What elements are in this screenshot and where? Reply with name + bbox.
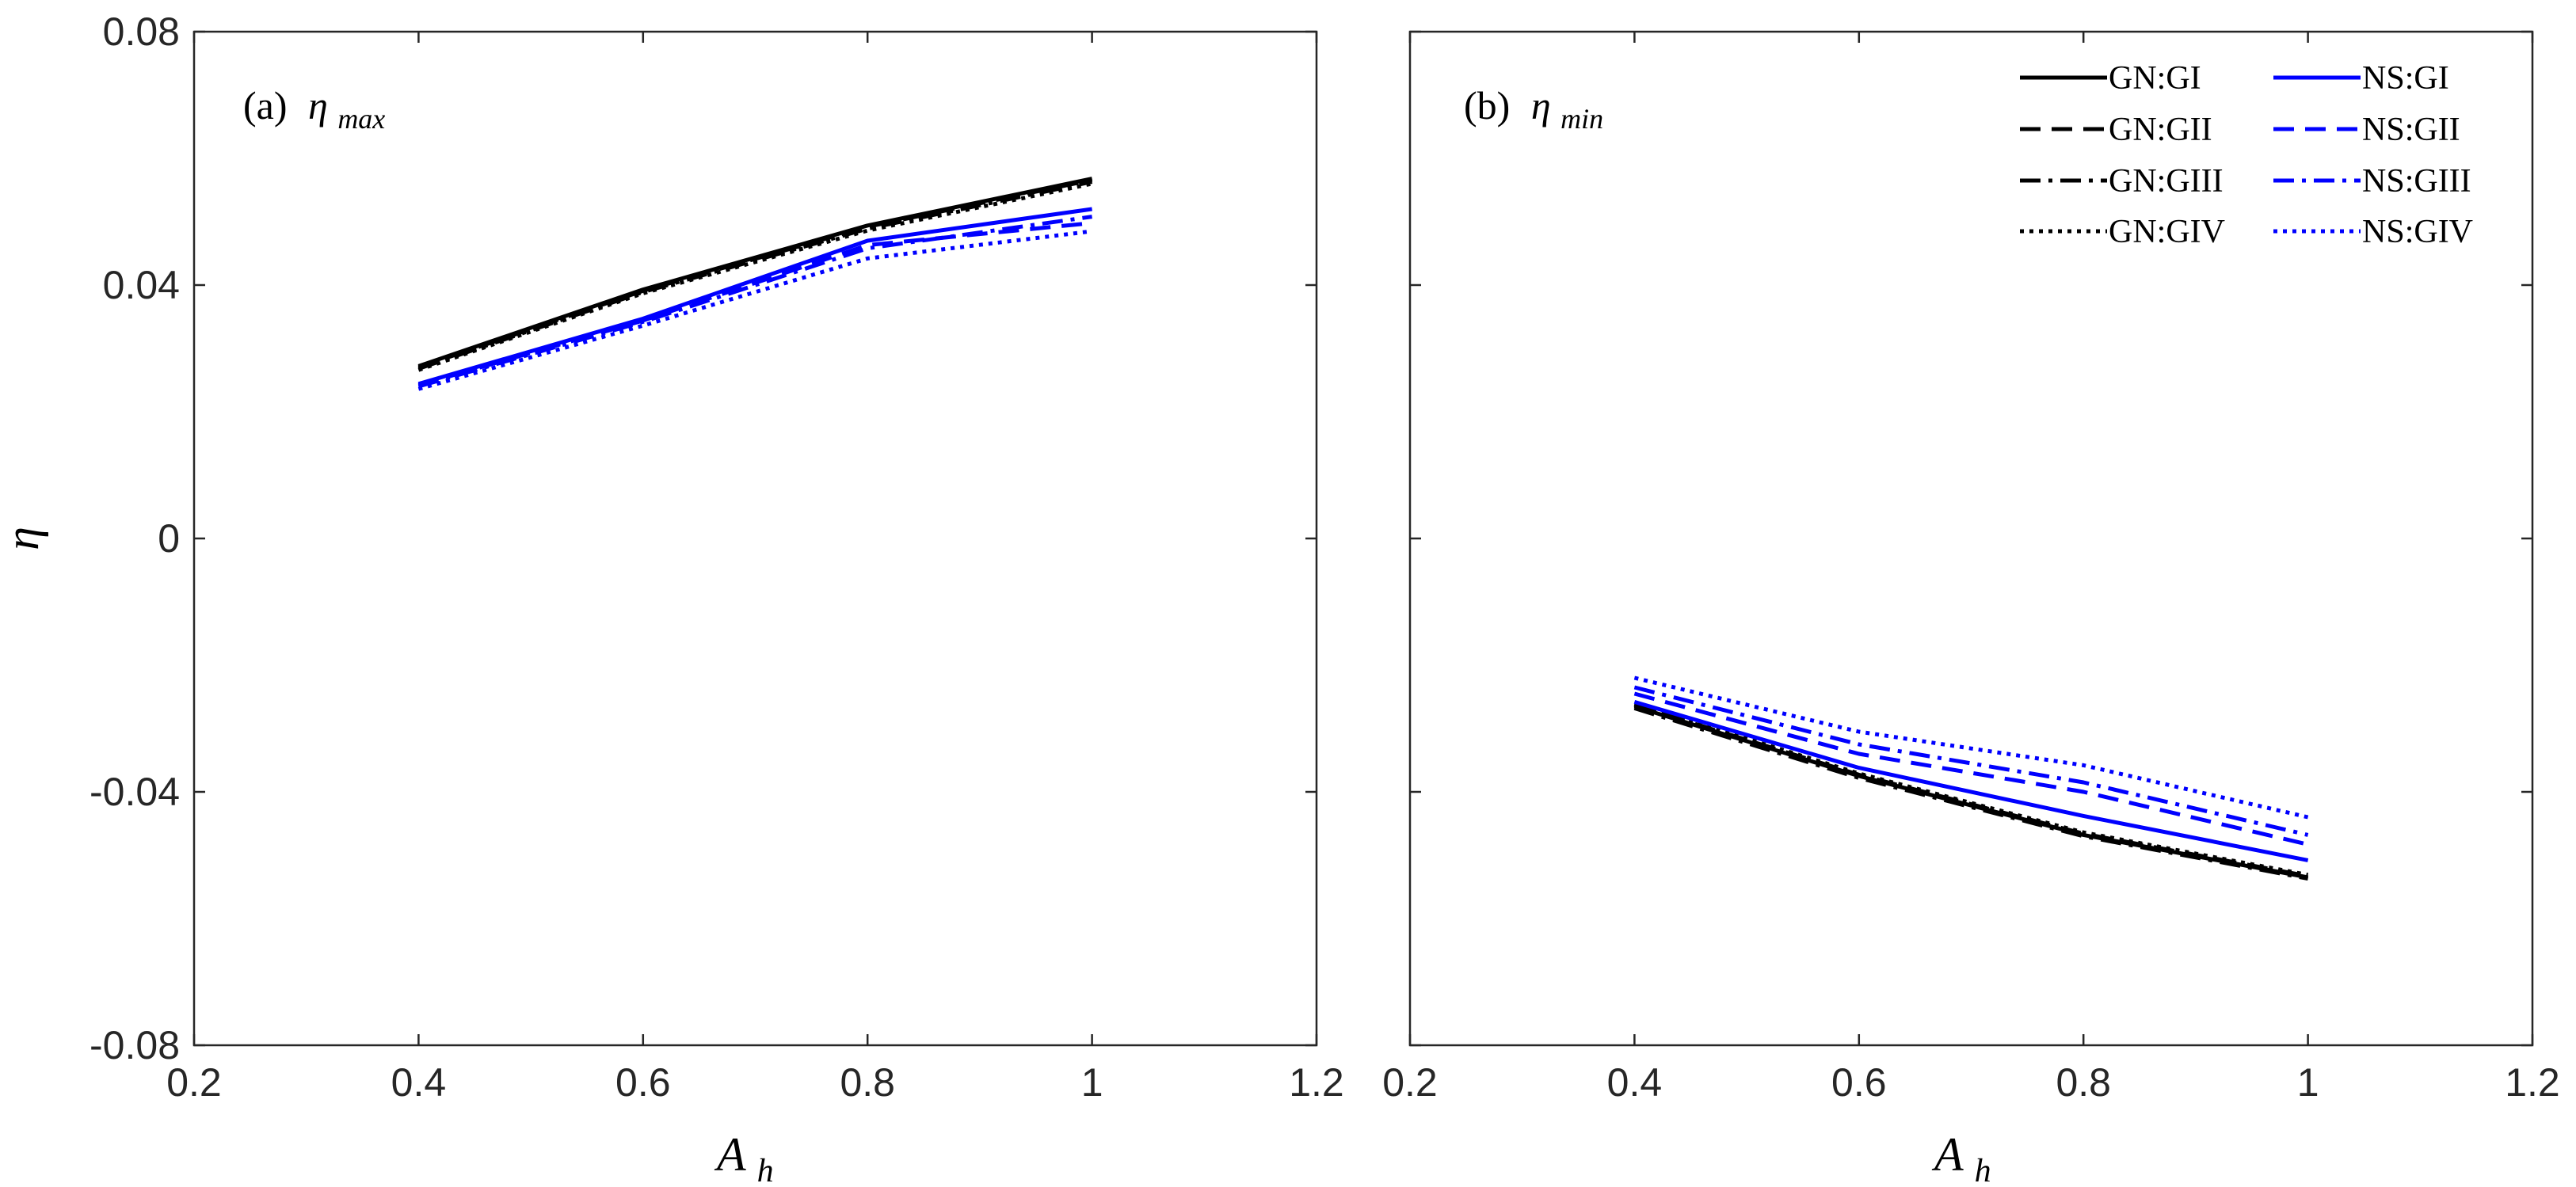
y-tick-label: 0.04: [103, 263, 180, 307]
panel-b-axes-box: [1408, 30, 2534, 1047]
series-line-ns-giv: [1633, 675, 2309, 820]
x-tick-label: 0.8: [2056, 1060, 2111, 1105]
panel-a-axes-box: [192, 30, 1318, 1047]
x-tick-label: 0.4: [1607, 1060, 1663, 1105]
legend-label: NS:GI: [2362, 60, 2449, 97]
legend-label: NS:GII: [2362, 112, 2460, 148]
y-tick-label: 0.08: [103, 10, 180, 54]
panel-b-title: (b) η min: [1464, 83, 1603, 135]
x-tick-label: 1.2: [2505, 1060, 2560, 1105]
legend-label: NS:GIII: [2362, 163, 2471, 200]
legend-label: GN:GIII: [2109, 163, 2224, 200]
legend: GN:GI GN:GII GN:GIII GN:GIV NS:GI NS:GII NS:GI…: [2020, 60, 2473, 250]
panel-a: 0.2 0.4 0.6 0.8 1 1.2 0.08 0.04 0 -0.04 -0.08 (a) …: [0, 10, 1344, 1187]
panel-b-ticks: 0.2 0.4 0.6 0.8 1 1.2: [1382, 30, 2560, 1105]
panel-a-series: [417, 177, 1093, 391]
panel-b: 0.2 0.4 0.6 0.8 1 1.2 (b) η min A h GN:GIGN:G…: [1382, 30, 2560, 1187]
x-tick-label: 0.4: [391, 1060, 447, 1105]
series-line-ns-gii: [1633, 691, 2309, 846]
x-tick-label: 1: [2297, 1060, 2319, 1105]
panel-a-title-prefix: (a): [243, 83, 288, 127]
panel-a-xlabel: A h: [714, 1128, 774, 1187]
legend-label: GN:GII: [2109, 112, 2212, 148]
panel-b-xlabel-base: A: [1931, 1128, 1964, 1181]
series-line-ns-giv: [417, 229, 1092, 391]
panel-a-xlabel-base: A: [714, 1128, 746, 1181]
panel-b-xlabel: A h: [1931, 1128, 1991, 1187]
panel-a-xlabel-sub: h: [757, 1153, 774, 1187]
panel-b-title-prefix: (b): [1464, 83, 1510, 127]
x-tick-label: 0.8: [840, 1060, 895, 1105]
series-line-gn-giii: [1633, 706, 2309, 881]
series-line-ns-gi: [417, 207, 1092, 386]
series-line-gn-giv: [1633, 702, 2309, 877]
y-tick-label: 0: [158, 516, 180, 561]
series-line-ns-giii: [417, 215, 1092, 389]
x-tick-label: 0.6: [1831, 1060, 1887, 1105]
panel-a-ticks: 0.2 0.4 0.6 0.8 1 1.2 0.08 0.04 0 -0.04 -0.08: [90, 10, 1344, 1105]
x-tick-label: 0.2: [1382, 1060, 1438, 1105]
panel-b-title-subscript: min: [1560, 103, 1603, 135]
panel-a-title: (a) η max: [243, 83, 385, 135]
legend-label: GN:GI: [2109, 60, 2201, 97]
panel-a-ylabel: η: [0, 527, 48, 550]
x-tick-label: 0.6: [615, 1060, 671, 1105]
panel-a-title-symbol: η: [308, 83, 328, 127]
x-tick-label: 1: [1081, 1060, 1103, 1105]
panel-b-title-symbol: η: [1531, 83, 1551, 127]
legend-label: GN:GIV: [2109, 214, 2225, 250]
x-tick-label: 0.2: [166, 1060, 222, 1105]
panel-b-xlabel-sub: h: [1975, 1153, 1991, 1187]
series-line-gn-giv: [417, 181, 1093, 372]
y-tick-label: -0.08: [90, 1023, 180, 1067]
panel-b-series: [1633, 675, 2309, 881]
series-line-ns-gi: [1633, 700, 2309, 862]
legend-label: NS:GIV: [2362, 214, 2473, 250]
panel-a-title-subscript: max: [337, 103, 385, 135]
y-tick-label: -0.04: [90, 770, 180, 814]
series-line-ns-giii: [1633, 685, 2309, 837]
x-tick-label: 1.2: [1289, 1060, 1344, 1105]
